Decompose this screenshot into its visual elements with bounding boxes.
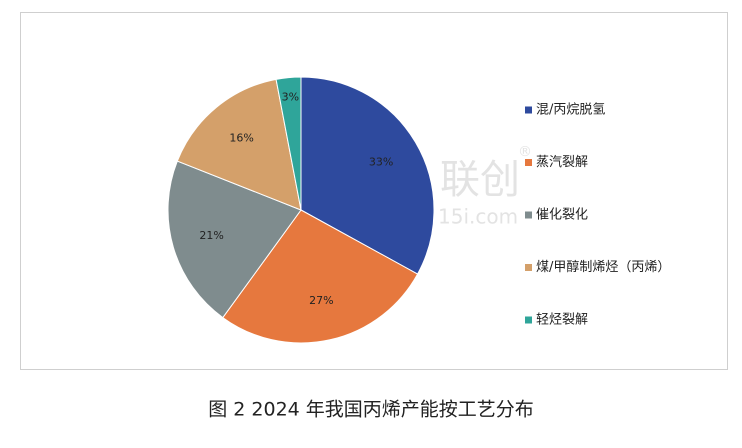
- legend-label: 煤/甲醇制烯烃（丙烯）: [536, 259, 670, 275]
- pie-slice: [176, 78, 302, 211]
- legend-swatch: [525, 159, 532, 166]
- data-label: 3%: [282, 90, 299, 103]
- data-label: 21%: [199, 229, 223, 242]
- pie-slice: [167, 160, 302, 319]
- legend-swatch: [525, 211, 532, 219]
- pie: 33% 27% 21% 16% 3%: [167, 76, 435, 344]
- legend-label: 催化裂化: [536, 208, 588, 223]
- watermark: ®: [518, 144, 532, 160]
- legend-swatch: [525, 264, 532, 271]
- data-label: 33%: [369, 156, 393, 169]
- legend-swatch: [525, 106, 532, 114]
- data-label: 27%: [309, 294, 333, 307]
- legend-label: 蒸汽裂解: [536, 155, 588, 170]
- caption: 图 2 2024 年我国丙烯产能按工艺分布: [208, 399, 534, 421]
- legend-swatch: [525, 316, 532, 324]
- data-label: 16%: [229, 131, 253, 144]
- legend-label: 混/丙烷脱氢: [536, 103, 605, 118]
- watermark: 联创: [440, 157, 520, 203]
- pie-slice: [300, 76, 435, 275]
- watermark: 15i.com: [438, 205, 518, 229]
- legend-label: 轻烃裂解: [536, 313, 588, 328]
- pie-slice: [222, 209, 419, 344]
- pie-slice: [275, 76, 302, 211]
